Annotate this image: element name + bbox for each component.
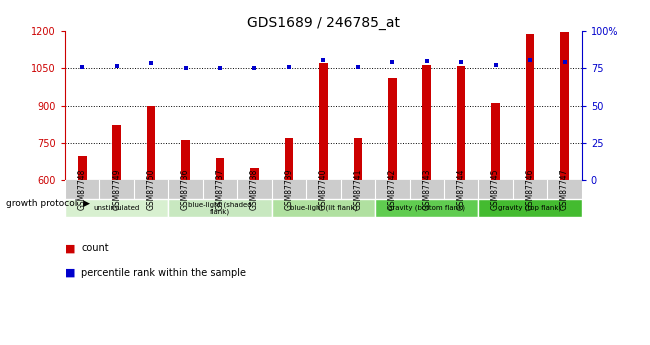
Text: blue-light (shaded
flank): blue-light (shaded flank) <box>188 201 252 215</box>
Text: GSM87749: GSM87749 <box>112 169 121 210</box>
Point <box>560 59 570 65</box>
Bar <box>78 157 86 180</box>
Text: growth protocol  ▶: growth protocol ▶ <box>6 199 90 208</box>
Text: GSM87740: GSM87740 <box>319 169 328 210</box>
Point <box>112 63 122 69</box>
Point <box>214 65 226 71</box>
Point <box>387 59 397 65</box>
Bar <box>478 199 582 217</box>
Bar <box>354 138 362 180</box>
Text: GSM87737: GSM87737 <box>216 169 224 210</box>
Point <box>525 57 536 62</box>
Text: GSM87744: GSM87744 <box>457 169 465 210</box>
Bar <box>526 33 534 180</box>
Text: GSM87750: GSM87750 <box>147 169 155 210</box>
Text: blue-light (lit flank): blue-light (lit flank) <box>290 205 357 211</box>
Point <box>318 57 328 62</box>
Text: GSM87736: GSM87736 <box>181 169 190 210</box>
Text: GSM87741: GSM87741 <box>354 169 362 210</box>
Text: GSM87745: GSM87745 <box>491 169 500 210</box>
Point <box>422 58 432 63</box>
Point <box>353 64 363 69</box>
Text: ■: ■ <box>65 244 75 253</box>
Point <box>146 61 157 66</box>
Text: unstimulated: unstimulated <box>94 205 140 211</box>
Text: GSM87747: GSM87747 <box>560 169 569 210</box>
Text: GSM87738: GSM87738 <box>250 169 259 210</box>
Point <box>180 65 191 70</box>
Text: percentile rank within the sample: percentile rank within the sample <box>81 268 246 277</box>
Text: GSM87739: GSM87739 <box>285 169 293 210</box>
Point <box>456 59 467 65</box>
Text: GSM87742: GSM87742 <box>388 169 396 210</box>
Text: GSM87743: GSM87743 <box>422 169 431 210</box>
Point <box>250 65 260 71</box>
Title: GDS1689 / 246785_at: GDS1689 / 246785_at <box>247 16 400 30</box>
Bar <box>147 106 155 180</box>
Bar <box>112 126 121 180</box>
Text: ■: ■ <box>65 268 75 277</box>
Bar <box>285 138 293 180</box>
Bar <box>319 63 328 180</box>
Bar <box>250 168 259 180</box>
Text: gravity (bottom flank): gravity (bottom flank) <box>388 205 465 211</box>
Text: count: count <box>81 244 109 253</box>
Bar <box>272 199 375 217</box>
Bar <box>65 199 168 217</box>
Bar <box>375 199 478 217</box>
Bar <box>422 65 431 180</box>
Point <box>77 64 87 70</box>
Bar <box>216 158 224 180</box>
Bar <box>457 66 465 180</box>
Bar <box>388 78 396 180</box>
Bar <box>168 199 272 217</box>
Point <box>283 64 294 69</box>
Text: GSM87748: GSM87748 <box>78 169 86 210</box>
Bar <box>181 140 190 180</box>
Point <box>490 62 501 67</box>
Bar <box>65 180 582 199</box>
Text: GSM87746: GSM87746 <box>526 169 534 210</box>
Bar <box>560 32 569 180</box>
Bar <box>491 103 500 180</box>
Text: gravity (top flank): gravity (top flank) <box>499 205 562 211</box>
